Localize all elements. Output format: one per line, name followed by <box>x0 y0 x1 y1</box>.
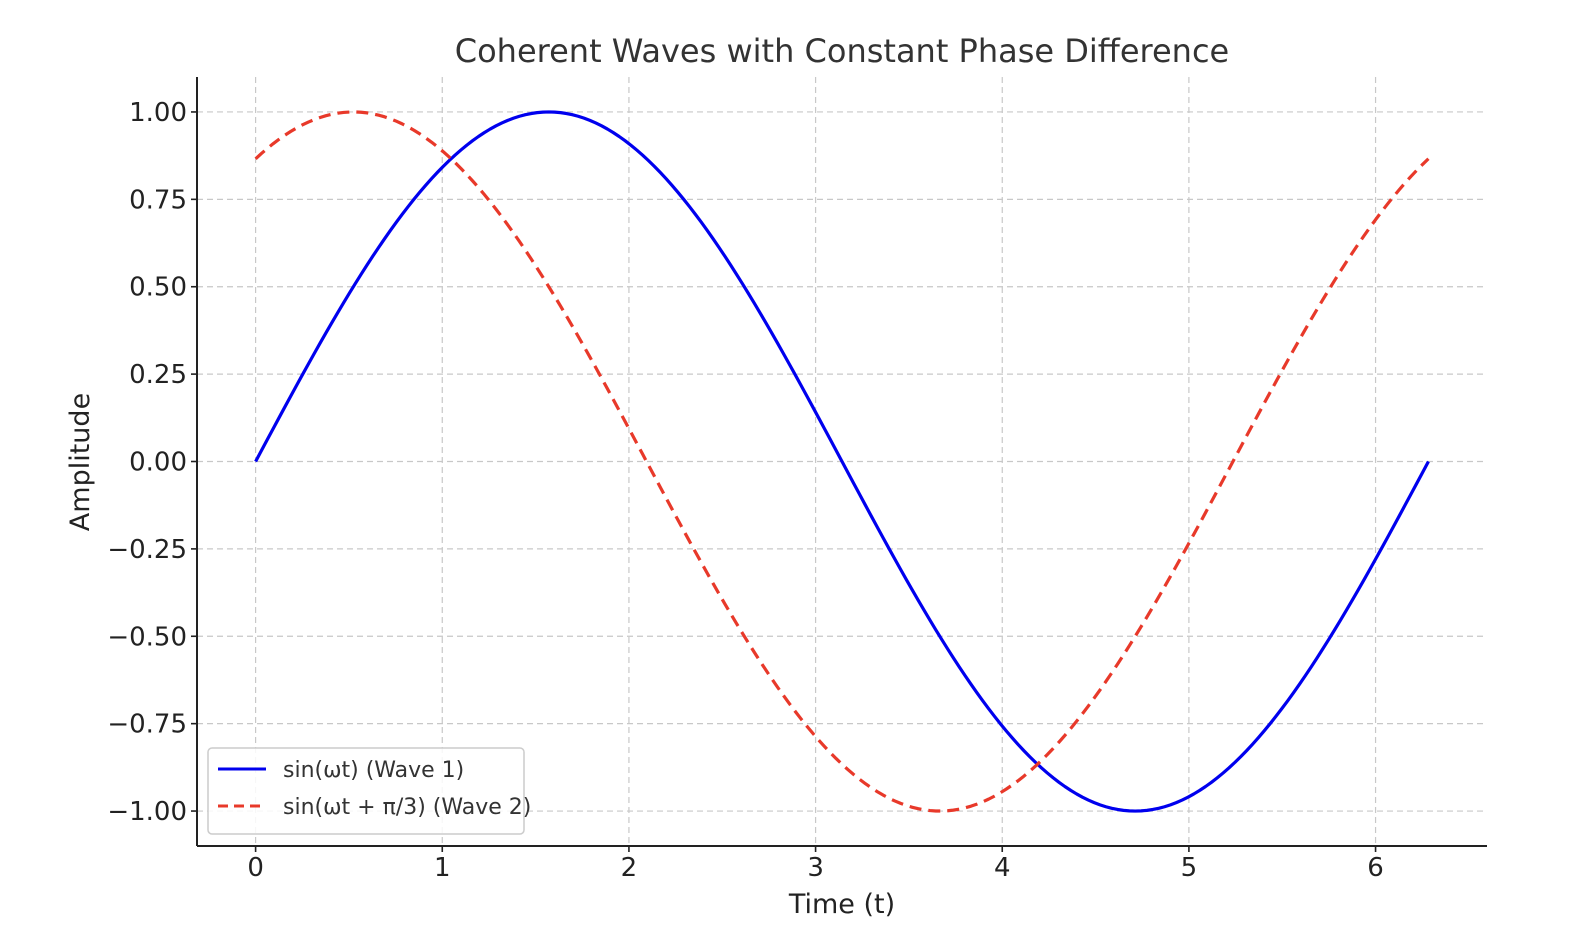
y-axis-label: Amplitude <box>65 393 96 531</box>
legend-frame <box>207 747 525 835</box>
y-tick-label: 0.50 <box>129 273 187 303</box>
x-tick-label: 6 <box>1367 853 1384 883</box>
y-tick-label: −0.75 <box>107 710 187 740</box>
x-tick-label: 0 <box>247 853 264 883</box>
x-tick-label: 3 <box>807 853 824 883</box>
legend-label-wave-2: sin(ωt + π/3) (Wave 2) <box>283 795 531 820</box>
x-tick-label: 4 <box>994 853 1011 883</box>
x-tick-label: 2 <box>621 853 638 883</box>
x-tick-label: 5 <box>1181 853 1198 883</box>
legend-label-wave-1: sin(ωt) (Wave 1) <box>283 758 464 783</box>
y-tick-label: 0.75 <box>129 185 187 215</box>
y-tick-label: −0.25 <box>107 535 187 565</box>
series-line-wave-1 <box>254 110 1430 813</box>
legend: sin(ωt) (Wave 1) sin(ωt + π/3) (Wave 2) <box>207 747 531 835</box>
y-tick-label: −0.50 <box>107 622 187 652</box>
y-tick-label: −1.00 <box>107 797 187 827</box>
x-tick-label: 1 <box>434 853 451 883</box>
series-line-wave-2 <box>254 110 1430 813</box>
y-tick-label: 0.25 <box>129 360 187 390</box>
y-tick-label: 0.00 <box>129 448 187 478</box>
axes: 0 1 2 3 4 5 6 1.00 0.75 0.50 0.25 0.00 −0.25 −0.50 −0.… <box>107 77 1487 883</box>
plot-area <box>254 110 1430 813</box>
x-axis-label: Time (t) <box>788 889 895 920</box>
y-tick-label: 1.00 <box>129 98 187 128</box>
chart-title: Coherent Waves with Constant Phase Diffe… <box>455 32 1229 70</box>
